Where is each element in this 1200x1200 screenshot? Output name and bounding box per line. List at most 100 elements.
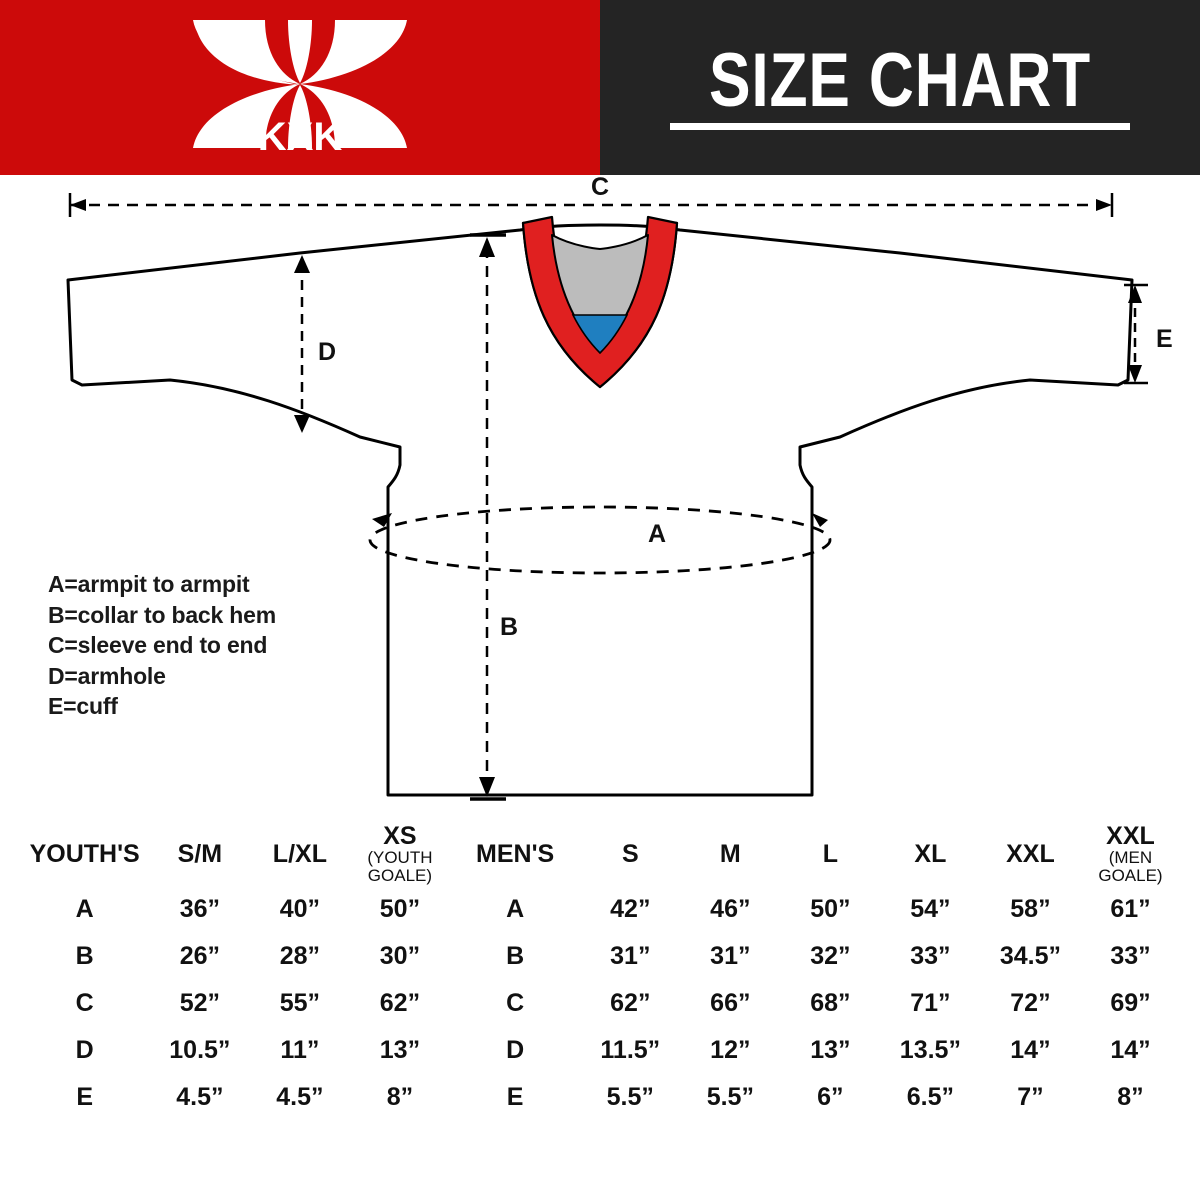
table-row: D 10.5” 11” 13” D 11.5” 12” 13” 13.5” 14… <box>21 1028 1179 1073</box>
header-mens-l: L <box>781 823 879 885</box>
header-youth-xs: XS (YOUTH GOALE) <box>351 822 449 885</box>
header-mens-xxl-main: XXL <box>1006 839 1055 868</box>
cell-mens-d-goale: 14” <box>1081 1028 1179 1073</box>
cell-youth-c-xs: 62” <box>351 981 449 1026</box>
dimension-b <box>470 233 506 801</box>
dimension-b-label: B <box>500 613 518 641</box>
dimension-e <box>1124 283 1148 385</box>
header-youths: YOUTH'S <box>21 823 149 885</box>
cell-mens-e-m: 5.5” <box>681 1075 779 1120</box>
cell-mens-b-xl: 33” <box>881 934 979 979</box>
cell-youth-b-sm: 26” <box>151 934 249 979</box>
cell-mens-d-m: 12” <box>681 1028 779 1073</box>
cell-youth-a-sm: 36” <box>151 887 249 932</box>
cell-mens-a-goale: 61” <box>1081 887 1179 932</box>
jersey-svg: C D <box>66 173 1173 801</box>
cell-mens-b-goale: 33” <box>1081 934 1179 979</box>
row-label-mens-b: B <box>451 934 579 979</box>
cell-youth-c-sm: 52” <box>151 981 249 1026</box>
header-mens-xl: XL <box>881 823 979 885</box>
cell-mens-d-xl: 13.5” <box>881 1028 979 1073</box>
cell-mens-c-m: 66” <box>681 981 779 1026</box>
size-table: YOUTH'S S/M L/XL XS (YOUTH GOALE) MEN'S … <box>18 820 1182 1123</box>
header-mens-goale-sub: (MEN GOALE) <box>1098 848 1163 885</box>
header-youth-sm: S/M <box>151 823 249 885</box>
dimension-a <box>368 505 832 575</box>
cell-mens-e-xl: 6.5” <box>881 1075 979 1120</box>
cell-youth-e-sm: 4.5” <box>151 1075 249 1120</box>
cell-mens-a-s: 42” <box>581 887 679 932</box>
row-label-mens-c: C <box>451 981 579 1026</box>
cell-mens-b-m: 31” <box>681 934 779 979</box>
dimension-a-label: A <box>648 520 666 548</box>
cell-mens-e-s: 5.5” <box>581 1075 679 1120</box>
dimension-c <box>68 193 1114 217</box>
dimension-c-label: C <box>591 175 609 201</box>
cell-mens-c-goale: 69” <box>1081 981 1179 1026</box>
table-header-row: YOUTH'S S/M L/XL XS (YOUTH GOALE) MEN'S … <box>21 823 1179 885</box>
cell-mens-e-goale: 8” <box>1081 1075 1179 1120</box>
table-row: E 4.5” 4.5” 8” E 5.5” 5.5” 6” 6.5” 7” 8” <box>21 1075 1179 1120</box>
header-mens-m: M <box>681 823 779 885</box>
legend-item-d: D=armhole <box>48 662 166 689</box>
header-youth-xs-main: XS <box>383 822 417 850</box>
cell-youth-b-xs: 30” <box>351 934 449 979</box>
header-mens-m-main: M <box>719 839 741 868</box>
row-label-youth-b: B <box>21 934 149 979</box>
table-row: C 52” 55” 62” C 62” 66” 68” 71” 72” 69” <box>21 981 1179 1026</box>
cell-mens-a-m: 46” <box>681 887 779 932</box>
title-panel: SIZE CHART <box>600 0 1200 175</box>
header-youth-sm-main: S/M <box>177 839 223 868</box>
page-title: SIZE CHART <box>708 37 1092 123</box>
jersey-outline <box>66 223 1134 797</box>
dimension-d <box>294 255 310 433</box>
row-label-youth-d: D <box>21 1028 149 1073</box>
cell-mens-a-l: 50” <box>781 887 879 932</box>
size-table-container: YOUTH'S S/M L/XL XS (YOUTH GOALE) MEN'S … <box>18 820 1182 1123</box>
cell-mens-d-xxl: 14” <box>981 1028 1079 1073</box>
cell-youth-a-lxl: 40” <box>251 887 349 932</box>
header-mens-xxl: XXL <box>981 823 1079 885</box>
header-mens: MEN'S <box>451 823 579 885</box>
row-label-youth-a: A <box>21 887 149 932</box>
cell-youth-d-xs: 13” <box>351 1028 449 1073</box>
table-row: A 36” 40” 50” A 42” 46” 50” 54” 58” 61” <box>21 887 1179 932</box>
cell-mens-e-xxl: 7” <box>981 1075 1079 1120</box>
cell-mens-c-s: 62” <box>581 981 679 1026</box>
jersey-diagram: C D <box>0 173 1200 820</box>
logo-panel <box>0 0 600 175</box>
cell-mens-e-l: 6” <box>781 1075 879 1120</box>
legend-item-a: A=armpit to armpit <box>48 571 250 597</box>
cell-youth-d-lxl: 11” <box>251 1028 349 1073</box>
row-label-mens-a: A <box>451 887 579 932</box>
page-header: SIZE CHART <box>0 0 1200 175</box>
cell-youth-a-xs: 50” <box>351 887 449 932</box>
header-mens-xl-main: XL <box>914 839 947 868</box>
header-mens-s-main: S <box>621 839 639 868</box>
cell-mens-b-l: 32” <box>781 934 879 979</box>
measurement-legend: A=armpit to armpit B=collar to back hem … <box>48 569 276 722</box>
legend-item-c: C=sleeve end to end <box>48 632 268 659</box>
header-youth-xs-sub: (YOUTH GOALE) <box>367 848 433 885</box>
table-row: B 26” 28” 30” B 31” 31” 32” 33” 34.5” 33… <box>21 934 1179 979</box>
legend-item-e: E=cuff <box>48 693 118 720</box>
cell-mens-c-xl: 71” <box>881 981 979 1026</box>
cell-youth-d-sm: 10.5” <box>151 1028 249 1073</box>
cell-mens-b-s: 31” <box>581 934 679 979</box>
header-youth-lxl: L/XL <box>251 823 349 885</box>
cell-youth-e-lxl: 4.5” <box>251 1075 349 1120</box>
cell-mens-c-xxl: 72” <box>981 981 1079 1026</box>
header-mens-goale: XXL (MEN GOALE) <box>1081 823 1179 885</box>
cell-youth-c-lxl: 55” <box>251 981 349 1026</box>
jersey-collar <box>521 215 679 389</box>
header-mens-l-main: L <box>822 839 838 868</box>
header-youth-lxl-main: L/XL <box>272 839 327 868</box>
cell-mens-a-xxl: 58” <box>981 887 1079 932</box>
cell-mens-d-s: 11.5” <box>581 1028 679 1073</box>
row-label-youth-c: C <box>21 981 149 1026</box>
legend-item-b: B=collar to back hem <box>48 601 276 628</box>
dimension-e-label: E <box>1156 325 1173 353</box>
row-label-mens-d: D <box>451 1028 579 1073</box>
row-label-mens-e: E <box>451 1075 579 1120</box>
